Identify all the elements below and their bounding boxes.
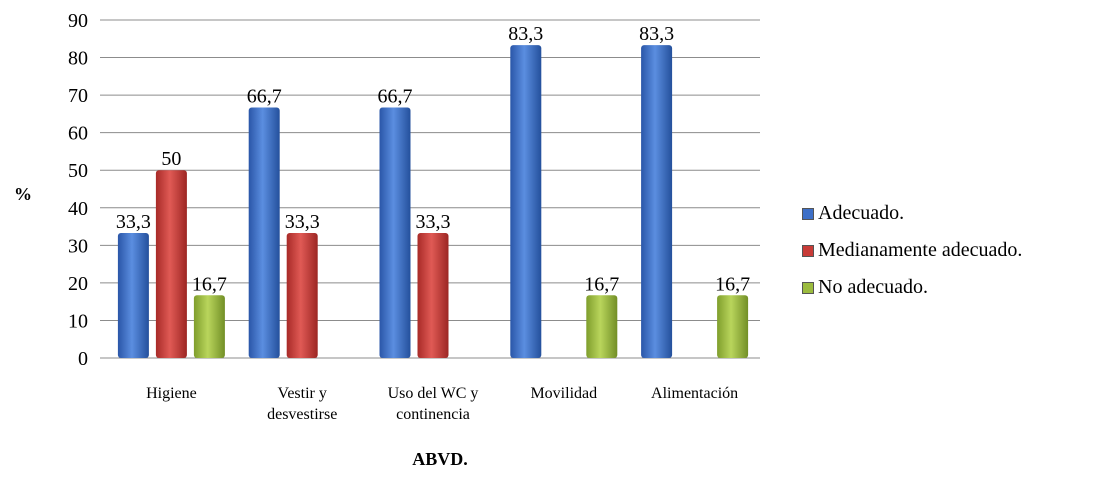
y-tick-label: 10 [68,310,88,332]
y-tick-label: 60 [68,123,88,145]
legend-label: No adecuado. [818,276,928,298]
bar [286,232,318,358]
bar [417,232,449,358]
legend-swatch [802,207,814,220]
category-label: continencia [396,406,470,423]
y-tick-label: 70 [68,85,88,107]
bar [155,170,187,358]
bar [117,232,149,358]
category-label: Vestir y [278,385,327,402]
legend-label: Medianamente adecuado. [818,239,1023,261]
data-label: 33,3 [416,211,451,233]
y-axis-title: % [14,184,32,204]
category-label: desvestirse [267,406,337,423]
data-label: 66,7 [247,86,282,108]
category-label: Movilidad [530,385,597,402]
category-label: Uso del WC y [388,385,479,402]
y-tick-label: 20 [68,273,88,295]
legend: Adecuado. Medianamente adecuado. No adecua… [802,195,1022,306]
y-tick-label: 80 [68,48,88,70]
category-label: Alimentación [651,385,738,402]
data-label: 33,3 [116,211,151,233]
bar [717,295,749,358]
data-label: 50 [161,148,181,170]
bar [510,45,542,358]
bar [193,295,225,358]
legend-item: Medianamente adecuado. [802,232,1022,269]
y-tick-label: 0 [78,348,88,370]
data-label: 83,3 [508,23,543,45]
legend-item: Adecuado. [802,195,1022,232]
data-label: 16,7 [715,273,750,295]
bar [641,45,673,358]
legend-swatch [802,244,814,257]
legend-label: Adecuado. [818,202,905,224]
y-tick-label: 50 [68,160,88,182]
x-axis-title: ABVD. [412,449,468,469]
data-label: 66,7 [378,86,413,108]
bar [248,107,280,358]
category-label: Higiene [146,385,197,402]
legend-item: No adecuado. [802,269,1022,306]
y-tick-label: 90 [68,10,88,32]
legend-swatch [802,281,814,294]
y-tick-label: 30 [68,235,88,257]
bar [379,107,411,358]
data-label: 16,7 [192,273,227,295]
bar [586,295,618,358]
data-label: 33,3 [285,211,320,233]
data-label: 83,3 [639,23,674,45]
y-tick-label: 40 [68,198,88,220]
data-label: 16,7 [584,273,619,295]
